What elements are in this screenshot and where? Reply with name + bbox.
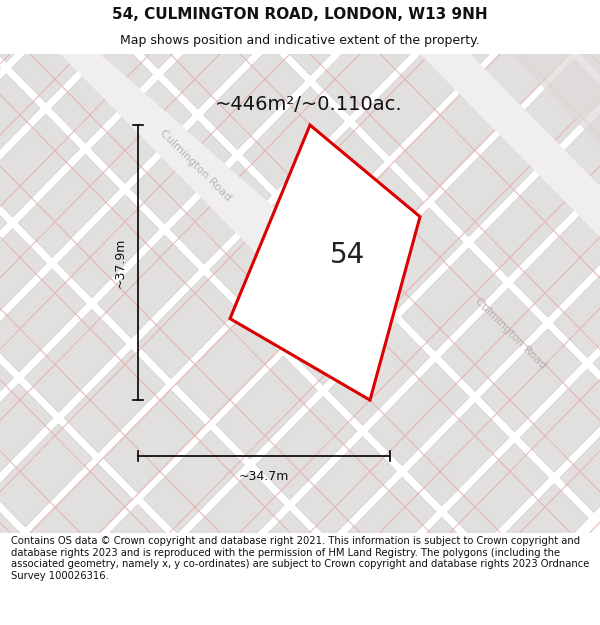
Polygon shape (0, 269, 86, 372)
Polygon shape (58, 195, 159, 298)
Polygon shape (12, 0, 113, 102)
Polygon shape (210, 201, 311, 304)
Polygon shape (374, 518, 476, 621)
Polygon shape (547, 100, 600, 202)
Polygon shape (183, 471, 284, 574)
Polygon shape (31, 464, 132, 568)
Polygon shape (593, 295, 600, 398)
Text: Culmington Road: Culmington Road (158, 128, 232, 203)
Polygon shape (0, 424, 92, 527)
Text: 54: 54 (330, 241, 365, 269)
Polygon shape (203, 46, 305, 149)
Polygon shape (468, 19, 569, 122)
Polygon shape (60, 54, 400, 359)
Polygon shape (580, 0, 600, 88)
Polygon shape (322, 168, 424, 271)
Polygon shape (91, 80, 192, 183)
Text: Culmington Road: Culmington Road (473, 296, 547, 371)
Polygon shape (52, 40, 152, 143)
Polygon shape (170, 161, 271, 264)
Polygon shape (487, 484, 588, 587)
Polygon shape (514, 214, 600, 318)
Polygon shape (395, 93, 496, 196)
Polygon shape (0, 114, 80, 217)
Text: 54, CULMINGTON ROAD, LONDON, W13 9NH: 54, CULMINGTON ROAD, LONDON, W13 9NH (112, 7, 488, 22)
Polygon shape (104, 390, 205, 493)
Polygon shape (0, 343, 13, 446)
Polygon shape (295, 437, 397, 540)
Polygon shape (553, 254, 600, 357)
Polygon shape (97, 235, 199, 338)
Text: Contains OS data © Crown copyright and database right 2021. This information is : Contains OS data © Crown copyright and d… (11, 536, 589, 581)
Polygon shape (277, 0, 377, 75)
Polygon shape (362, 208, 463, 311)
Polygon shape (420, 54, 600, 237)
Polygon shape (243, 87, 344, 190)
Polygon shape (25, 309, 125, 412)
Polygon shape (250, 242, 350, 344)
Polygon shape (368, 362, 469, 466)
Polygon shape (0, 498, 20, 601)
Polygon shape (441, 289, 542, 391)
Polygon shape (0, 384, 53, 486)
Text: ~34.7m: ~34.7m (239, 470, 289, 483)
Polygon shape (0, 188, 7, 291)
Text: ~446m²/~0.110ac.: ~446m²/~0.110ac. (215, 95, 403, 114)
Polygon shape (71, 504, 172, 608)
Polygon shape (64, 349, 165, 452)
Polygon shape (176, 316, 278, 419)
Polygon shape (230, 125, 420, 400)
Polygon shape (256, 396, 357, 499)
Polygon shape (131, 121, 232, 224)
Polygon shape (356, 53, 457, 156)
Polygon shape (0, 229, 47, 332)
Polygon shape (289, 282, 390, 385)
Text: Map shows position and indicative extent of the property.: Map shows position and indicative extent… (120, 34, 480, 47)
Polygon shape (408, 403, 509, 506)
Polygon shape (587, 140, 600, 243)
Polygon shape (223, 511, 323, 614)
Polygon shape (124, 0, 226, 69)
Polygon shape (541, 0, 600, 48)
Text: ~37.9m: ~37.9m (113, 238, 127, 288)
Polygon shape (0, 538, 59, 625)
Polygon shape (164, 6, 265, 109)
Polygon shape (137, 276, 238, 379)
Polygon shape (428, 0, 529, 82)
Polygon shape (520, 369, 600, 472)
Polygon shape (481, 329, 582, 432)
Polygon shape (283, 127, 384, 230)
Polygon shape (335, 477, 436, 580)
Polygon shape (143, 431, 244, 533)
Polygon shape (18, 154, 119, 258)
Polygon shape (508, 59, 600, 162)
Polygon shape (560, 409, 600, 512)
Polygon shape (401, 248, 503, 351)
Polygon shape (0, 0, 73, 62)
Polygon shape (475, 174, 575, 277)
Polygon shape (329, 322, 430, 425)
Polygon shape (435, 134, 536, 237)
Polygon shape (510, 54, 600, 146)
Polygon shape (448, 443, 548, 546)
Polygon shape (0, 74, 40, 177)
Polygon shape (216, 356, 317, 459)
Polygon shape (316, 12, 417, 116)
